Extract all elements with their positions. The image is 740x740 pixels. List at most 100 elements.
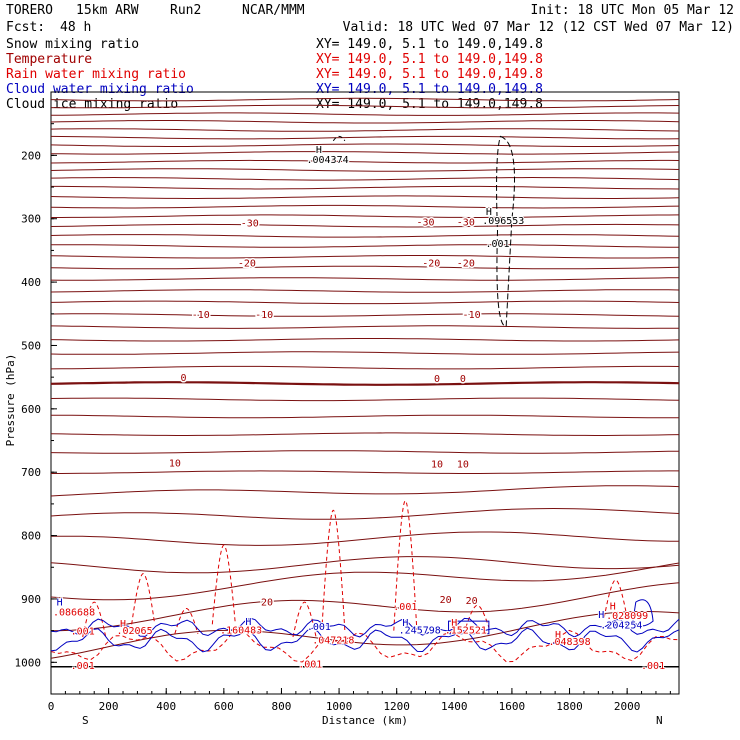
x-tick-label: 1800 xyxy=(556,700,583,713)
annotation-label: .001 xyxy=(307,622,331,633)
y-tick-label: 400 xyxy=(21,276,41,289)
temperature-contour xyxy=(50,104,680,109)
temperature-label: -10 xyxy=(255,310,273,321)
temperature-contour xyxy=(50,255,680,259)
temperature-contour xyxy=(50,234,680,238)
annotation-label: H xyxy=(57,597,63,608)
temperature-contour xyxy=(50,265,680,270)
annotation-label: H xyxy=(598,610,604,621)
annotation-label: .160483 xyxy=(220,625,262,636)
temperature-contour xyxy=(50,507,680,520)
model-name: TORERO xyxy=(6,3,53,18)
north-label: N xyxy=(656,714,663,727)
temperature-contour xyxy=(50,151,680,155)
annotation-label: .028099 xyxy=(606,611,648,622)
org-label: NCAR/MMM xyxy=(242,3,305,18)
temperature-contour xyxy=(50,97,680,102)
plot-frame xyxy=(50,91,680,695)
annotation-label: .001 xyxy=(641,661,665,672)
annotation-label: .047218 xyxy=(312,636,354,647)
annotation-label: H xyxy=(120,619,126,630)
temperature-contour xyxy=(50,195,680,199)
x-tick-label: 400 xyxy=(156,700,176,713)
annotation-label: .001 xyxy=(485,239,509,250)
cloud-water-contour xyxy=(50,617,680,638)
x-tick-label: 1600 xyxy=(499,700,526,713)
annotation-label: .096553 xyxy=(482,216,524,227)
temperature-contour xyxy=(50,485,680,497)
annotation-label: .001 xyxy=(71,661,95,672)
rain-contour xyxy=(50,629,680,663)
temperature-label: 0 xyxy=(434,374,440,385)
temperature-label: -30 xyxy=(241,219,259,230)
temperature-contour xyxy=(50,397,680,402)
annotation-label: H xyxy=(555,630,561,641)
x-axis: 0 200 400 600 800 1000 1200 1400 1600 1800 2000 xyxy=(48,688,671,713)
temperature-contour xyxy=(50,204,680,209)
temperature-label: 20 xyxy=(466,596,478,607)
temperature-contour xyxy=(50,168,680,172)
fcst-label: Fcst: xyxy=(6,20,45,35)
annotation-label: .152521 xyxy=(445,625,487,636)
temperature-contour xyxy=(50,365,680,370)
temperature-contour xyxy=(50,112,680,116)
snow-contour xyxy=(332,135,346,142)
legend-temperature-xy: XY= 149.0, 5.1 to 149.0,149.8 xyxy=(316,52,543,67)
temperature-contour xyxy=(50,325,680,329)
temperature-contour xyxy=(50,381,680,386)
temperature-contour xyxy=(50,135,680,140)
temperature-contour xyxy=(50,176,680,181)
temperature-label: -20 xyxy=(238,258,256,269)
run-label: Run2 xyxy=(170,3,201,18)
temperature-labels: -30 -30 -30 -20 -20 -20 -10 -10 -10 0 0 0 10 10 10 20 20… xyxy=(167,216,482,610)
temperature-contours xyxy=(50,97,680,659)
annotation-label: .004374 xyxy=(306,155,348,166)
x-tick-label: 1400 xyxy=(441,700,468,713)
rain-contour xyxy=(131,573,156,625)
annotation-label: H xyxy=(316,145,322,156)
temperature-contour xyxy=(51,414,679,419)
temperature-label: -30 xyxy=(457,217,475,228)
temperature-contour xyxy=(51,470,679,474)
annotation-label: H xyxy=(451,618,457,629)
y-axis-label: Pressure (hPa) xyxy=(4,354,17,447)
annotation-label: .001 xyxy=(393,602,417,613)
temperature-label: -10 xyxy=(192,310,210,321)
temperature-contour xyxy=(50,556,680,574)
y-axis: 200 300 400 500 600 700 800 900 1000 xyxy=(15,123,57,695)
cloud-water-contour xyxy=(50,627,680,653)
temperature-label: -20 xyxy=(457,258,475,269)
annotation-label: .048398 xyxy=(548,637,590,648)
y-tick-label: 200 xyxy=(21,149,41,162)
legend-rain-xy: XY= 149.0, 5.1 to 149.0,149.8 xyxy=(316,67,543,82)
annotation-label: .001 xyxy=(71,627,95,638)
temperature-contour xyxy=(50,159,680,164)
annotation-label: .204254 xyxy=(600,620,642,631)
temperature-contour xyxy=(51,185,680,190)
y-tick-label: 300 xyxy=(21,213,41,226)
fcst-value: 48 h xyxy=(60,20,91,35)
x-tick-label: 600 xyxy=(214,700,234,713)
annotation-label: .086688 xyxy=(53,608,95,619)
temperature-label: -20 xyxy=(422,258,440,269)
cloud-ice-contour xyxy=(496,135,516,327)
temperature-label: 10 xyxy=(457,459,469,470)
temperature-contour xyxy=(50,450,680,454)
rain-contour xyxy=(174,607,199,634)
init-time: Init: 18 UTC Mon 05 Mar 12 xyxy=(531,3,735,18)
cloud-water-contour xyxy=(448,620,490,635)
y-tick-label: 600 xyxy=(21,403,41,416)
y-tick-label: 900 xyxy=(21,593,41,606)
temperature-contour xyxy=(51,214,680,218)
annotation-label: H xyxy=(402,618,408,629)
annotation-label: .001 xyxy=(298,660,322,671)
x-tick-label: 200 xyxy=(99,700,119,713)
y-tick-label: 700 xyxy=(21,466,41,479)
x-axis-label: Distance (km) xyxy=(322,714,408,727)
rain-contour xyxy=(292,601,317,638)
temperature-contour xyxy=(50,351,680,355)
temperature-contour xyxy=(50,432,680,436)
rain-contour xyxy=(211,544,236,625)
rain-contour xyxy=(465,604,490,628)
south-label: S xyxy=(82,714,89,727)
